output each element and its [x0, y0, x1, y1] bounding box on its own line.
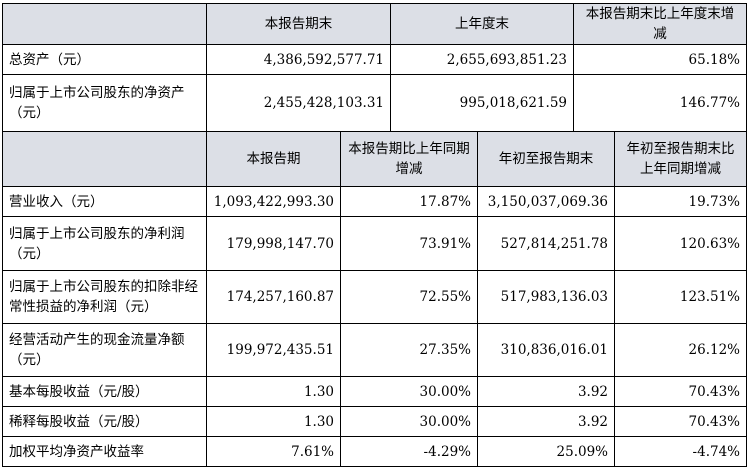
- income-header-period-change: 本报告期比上年同期增减: [340, 131, 478, 187]
- balance-header-change: 本报告期末比上年度末增减: [573, 3, 747, 45]
- balance-header-blank: [2, 3, 207, 45]
- row-label: 营业收入（元）: [2, 186, 207, 217]
- row-label: 稀释每股收益（元/股）: [2, 406, 207, 437]
- cell-ytd: 3,150,037,069.36: [477, 186, 615, 217]
- cell-period: 1,093,422,993.30: [206, 186, 341, 217]
- row-label: 基本每股收益（元/股）: [2, 376, 207, 407]
- cell-ytd-change: 19.73%: [614, 186, 747, 217]
- cell-ytd: 25.09%: [477, 436, 615, 467]
- balance-header-row: 本报告期末 上年度末 本报告期末比上年度末增减: [2, 3, 747, 45]
- table-row: 归属于上市公司股东的净利润（元） 179,998,147.70 73.91% 5…: [2, 216, 747, 271]
- cell-change: 146.77%: [573, 74, 747, 132]
- cell-prior: 995,018,621.59: [390, 74, 574, 132]
- cell-ytd-change: 26.12%: [614, 323, 747, 377]
- cell-ytd: 310,836,016.01: [477, 323, 615, 377]
- cell-period: 7.61%: [206, 436, 341, 467]
- row-label: 经营活动产生的现金流量净额（元）: [2, 323, 207, 377]
- table-row: 基本每股收益（元/股） 1.30 30.00% 3.92 70.43%: [2, 376, 747, 407]
- row-label: 加权平均净资产收益率: [2, 436, 207, 467]
- financial-summary: 本报告期末 上年度末 本报告期末比上年度末增减 总资产（元） 4,386,592…: [2, 3, 747, 467]
- cell-ytd: 3.92: [477, 406, 615, 437]
- income-header-row: 本报告期 本报告期比上年同期增减 年初至报告期末 年初至报告期末比上年同期增减: [2, 131, 747, 187]
- cell-ytd-change: 70.43%: [614, 406, 747, 437]
- income-header-ytd-change: 年初至报告期末比上年同期增减: [614, 131, 747, 187]
- cell-ytd-change: 70.43%: [614, 376, 747, 407]
- table-row: 归属于上市公司股东的净资产（元） 2,455,428,103.31 995,01…: [2, 74, 747, 132]
- cell-current: 4,386,592,577.71: [206, 44, 391, 75]
- balance-header-current: 本报告期末: [206, 3, 391, 45]
- table-row: 经营活动产生的现金流量净额（元） 199,972,435.51 27.35% 3…: [2, 323, 747, 377]
- cell-current: 2,455,428,103.31: [206, 74, 391, 132]
- cell-ytd: 3.92: [477, 376, 615, 407]
- cell-period: 1.30: [206, 376, 341, 407]
- cell-ytd-change: 123.51%: [614, 270, 747, 324]
- cell-period-change: 73.91%: [340, 216, 478, 271]
- cell-period-change: -4.29%: [340, 436, 478, 467]
- income-header-ytd: 年初至报告期末: [477, 131, 615, 187]
- balance-header-prior: 上年度末: [390, 3, 574, 45]
- balance-table: 本报告期末 上年度末 本报告期末比上年度末增减 总资产（元） 4,386,592…: [2, 3, 747, 132]
- table-row: 归属于上市公司股东的扣除非经常性损益的净利润（元） 174,257,160.87…: [2, 270, 747, 324]
- income-table: 本报告期 本报告期比上年同期增减 年初至报告期末 年初至报告期末比上年同期增减 …: [2, 131, 747, 467]
- cell-period-change: 27.35%: [340, 323, 478, 377]
- income-header-blank: [2, 131, 207, 187]
- row-label: 归属于上市公司股东的净利润（元）: [2, 216, 207, 271]
- cell-period-change: 17.87%: [340, 186, 478, 217]
- cell-ytd-change: 120.63%: [614, 216, 747, 271]
- cell-period: 1.30: [206, 406, 341, 437]
- cell-change: 65.18%: [573, 44, 747, 75]
- cell-period-change: 30.00%: [340, 406, 478, 437]
- cell-period: 174,257,160.87: [206, 270, 341, 324]
- table-row: 营业收入（元） 1,093,422,993.30 17.87% 3,150,03…: [2, 186, 747, 217]
- cell-period-change: 72.55%: [340, 270, 478, 324]
- cell-period: 199,972,435.51: [206, 323, 341, 377]
- cell-period-change: 30.00%: [340, 376, 478, 407]
- cell-ytd: 527,814,251.78: [477, 216, 615, 271]
- income-header-period: 本报告期: [206, 131, 341, 187]
- row-label: 归属于上市公司股东的扣除非经常性损益的净利润（元）: [2, 270, 207, 324]
- table-row: 稀释每股收益（元/股） 1.30 30.00% 3.92 70.43%: [2, 406, 747, 437]
- table-row: 总资产（元） 4,386,592,577.71 2,655,693,851.23…: [2, 44, 747, 75]
- row-label: 总资产（元）: [2, 44, 207, 75]
- cell-ytd: 517,983,136.03: [477, 270, 615, 324]
- cell-ytd-change: -4.74%: [614, 436, 747, 467]
- table-row: 加权平均净资产收益率 7.61% -4.29% 25.09% -4.74%: [2, 436, 747, 467]
- cell-prior: 2,655,693,851.23: [390, 44, 574, 75]
- cell-period: 179,998,147.70: [206, 216, 341, 271]
- row-label: 归属于上市公司股东的净资产（元）: [2, 74, 207, 132]
